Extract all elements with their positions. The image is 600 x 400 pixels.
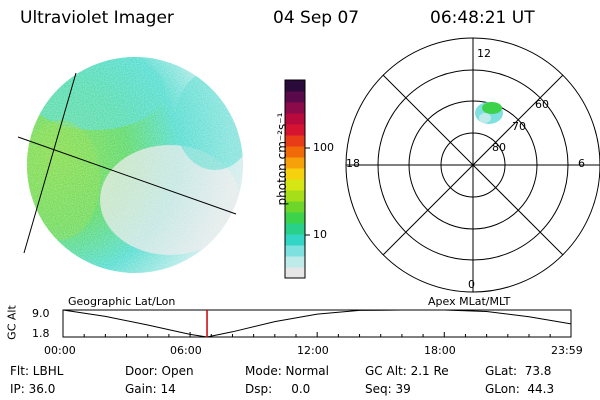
lat-label-60: 60 xyxy=(535,98,549,111)
status-door: Door: Open xyxy=(125,364,194,378)
colorbar-segment xyxy=(285,179,305,191)
colorbar-segment xyxy=(285,245,305,257)
colorbar-segment xyxy=(285,256,305,268)
uv-image xyxy=(27,57,243,273)
polar-plot xyxy=(345,37,600,293)
x-tick-0000: 00:00 xyxy=(44,344,76,357)
colorbar-segment xyxy=(285,135,305,147)
status-gc-alt: GC Alt: 2.1 Re xyxy=(365,364,449,378)
status-flt: Flt: LBHL xyxy=(10,364,64,378)
status-seq: Seq: 39 xyxy=(365,382,411,396)
colorbar-segment xyxy=(285,267,305,279)
status-glon: GLon: 44.3 xyxy=(485,382,555,396)
altitude-curve xyxy=(62,309,572,338)
lat-label-80: 80 xyxy=(492,141,506,154)
mlt-diagonal-2 xyxy=(382,74,564,256)
colorbar-segment xyxy=(285,157,305,169)
colorbar-frame xyxy=(284,79,306,279)
timeline-plot xyxy=(62,309,572,338)
y-tick-1.8: 1.8 xyxy=(32,327,50,340)
colorbar-segment xyxy=(285,124,305,136)
colorbar-label: photon cm⁻²s⁻¹ xyxy=(275,112,289,206)
colorbar-segment xyxy=(285,212,305,224)
date-label: 04 Sep 07 xyxy=(273,8,360,28)
x-tick-0600: 06:00 xyxy=(170,344,202,357)
mlt-label-12: 12 xyxy=(477,47,491,60)
status-mode: Mode: Normal xyxy=(245,364,329,378)
colorbar-segment xyxy=(285,168,305,180)
status-gain: Gain: 14 xyxy=(125,382,176,396)
mlt-label-0: 0 xyxy=(468,278,475,291)
time-label: 06:48:21 UT xyxy=(430,8,535,28)
colorbar-segment xyxy=(285,80,305,92)
colorbar-segment xyxy=(285,190,305,202)
lat-label-70: 70 xyxy=(512,120,526,133)
auroral-spot xyxy=(475,102,503,124)
colorbar-segment xyxy=(285,146,305,158)
status-glat: GLat: 73.8 xyxy=(485,364,552,378)
colorbar-ticks xyxy=(305,147,310,236)
colorbar-segment xyxy=(285,91,305,103)
x-tick-1800: 18:00 xyxy=(424,344,456,357)
x-tick-2359: 23:59 xyxy=(551,344,583,357)
mlt-label-6: 6 xyxy=(578,157,585,170)
instrument-title: Ultraviolet Imager xyxy=(20,8,174,28)
colorbar-segment xyxy=(285,113,305,125)
colorbar-segment xyxy=(285,102,305,114)
status-dsp: Dsp: 0.0 xyxy=(245,382,311,396)
y-tick-9: 9.0 xyxy=(32,307,50,320)
x-tick-1200: 12:00 xyxy=(297,344,329,357)
colorbar-tick-100: 100 xyxy=(313,141,334,154)
status-ip: IP: 36.0 xyxy=(10,382,56,396)
timeline-axis-title: GC Alt xyxy=(5,305,19,340)
geographic-grid-lines xyxy=(17,72,237,254)
mlt-label-18: 18 xyxy=(346,157,360,170)
colorbar-segment xyxy=(285,223,305,235)
colorbar-segment xyxy=(285,234,305,246)
timeline-left-label: Geographic Lat/Lon xyxy=(68,295,176,308)
colorbar-tick-10: 10 xyxy=(313,228,327,241)
colorbar-segment xyxy=(285,201,305,213)
colorbar xyxy=(284,79,306,279)
timeline-right-label: Apex MLat/MLT xyxy=(428,295,511,308)
